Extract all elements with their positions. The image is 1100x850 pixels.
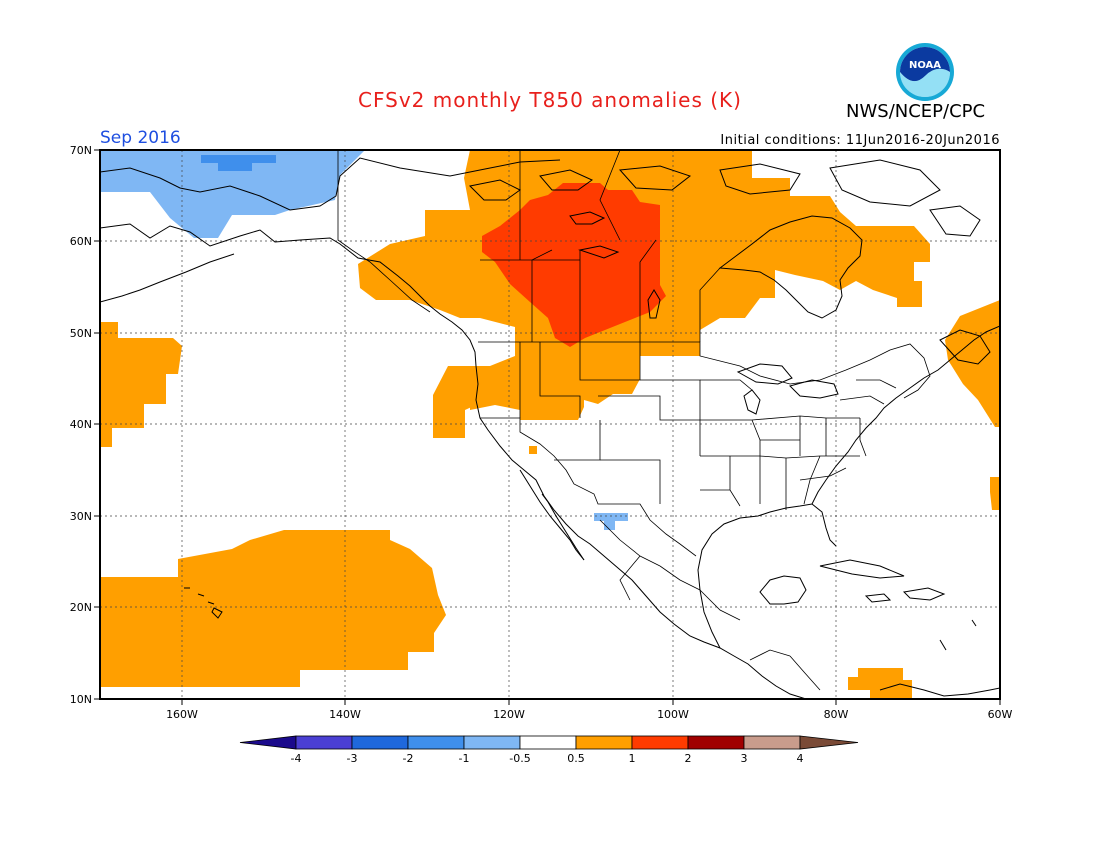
lat-label: 10N	[70, 693, 92, 706]
colorbar-box	[631, 735, 689, 750]
map-plot-area	[100, 150, 1000, 699]
colorbar-label: -1	[459, 752, 470, 765]
colorbar-label: 4	[797, 752, 804, 765]
colorbar-box	[351, 735, 409, 750]
colorbar-arrow-high	[799, 735, 859, 750]
negative-anomaly-shading	[100, 150, 628, 530]
lat-label: 40N	[70, 418, 92, 431]
latitude-labels: 70N 60N 50N 40N 30N 20N 10N	[70, 144, 92, 706]
lon-label: 60W	[988, 708, 1013, 721]
colorbar-box	[519, 735, 577, 750]
political-boundaries	[337, 150, 931, 691]
lat-label: 50N	[70, 327, 92, 340]
colorbar-label: -3	[347, 752, 358, 765]
valid-month-label: Sep 2016	[100, 128, 181, 148]
lon-label: 120W	[493, 708, 525, 721]
colorbar-box	[407, 735, 465, 750]
map-title: CFSv2 monthly T850 anomalies (K)	[358, 88, 742, 112]
lat-label: 60N	[70, 235, 92, 248]
colorbar-box	[687, 735, 745, 750]
lat-label: 70N	[70, 144, 92, 157]
strong-negative-anomaly-shading	[201, 155, 276, 171]
agency-label: NWS/NCEP/CPC	[846, 101, 986, 122]
lat-label: 20N	[70, 601, 92, 614]
colorbar-legend: -4 -3 -2 -1 -0.5 0.5 1 2 3 4	[239, 735, 859, 765]
colorbar-box	[743, 735, 801, 750]
initial-conditions-label: Initial conditions: 11Jun2016-20Jun2016	[720, 133, 1000, 148]
graticule	[100, 150, 1000, 699]
colorbar-label: -2	[403, 752, 414, 765]
colorbar-label: 1	[629, 752, 636, 765]
colorbar-label: 2	[685, 752, 692, 765]
longitude-labels: 160W 140W 120W 100W 80W 60W	[166, 708, 1012, 721]
colorbar-label: -0.5	[509, 752, 530, 765]
noaa-logo-text: NOAA	[909, 60, 941, 71]
lon-label: 80W	[824, 708, 849, 721]
coastlines	[100, 157, 1000, 699]
colorbar-box	[575, 735, 633, 750]
lon-label: 160W	[166, 708, 198, 721]
noaa-logo: NOAA	[896, 43, 954, 101]
colorbar-arrow-low	[239, 735, 297, 750]
lon-label: 100W	[657, 708, 689, 721]
colorbar-box	[463, 735, 521, 750]
axis-ticks	[94, 149, 1001, 705]
colorbar-label: 3	[741, 752, 748, 765]
colorbar-label: -4	[291, 752, 302, 765]
strong-positive-anomaly-shading	[482, 183, 666, 347]
colorbar-label: 0.5	[567, 752, 585, 765]
lat-label: 30N	[70, 510, 92, 523]
lon-label: 140W	[329, 708, 361, 721]
colorbar-box	[295, 735, 353, 750]
